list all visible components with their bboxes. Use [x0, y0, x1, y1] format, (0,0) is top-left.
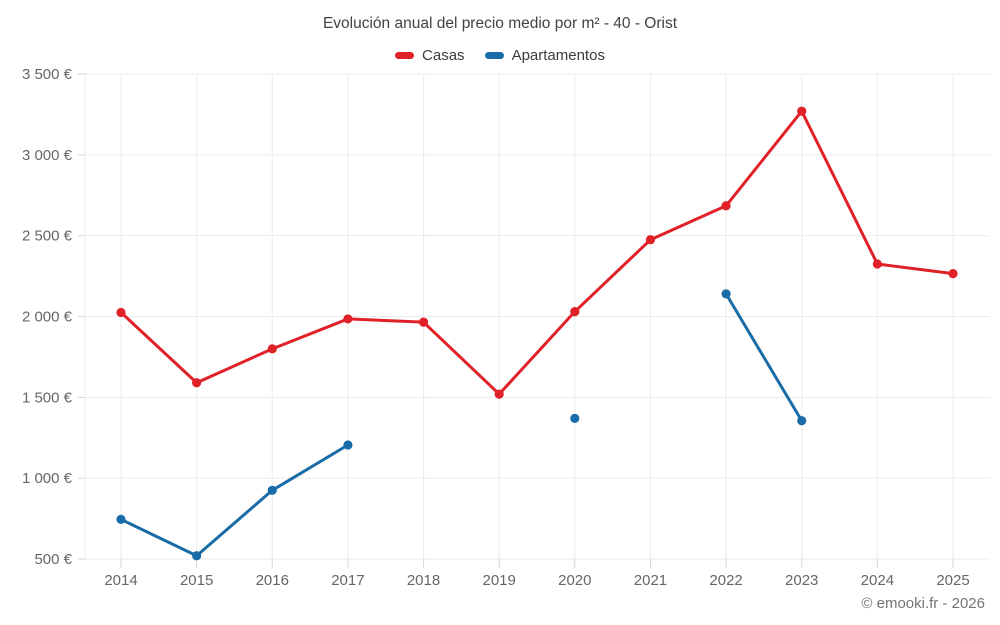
legend-label-apartamentos: Apartamentos: [511, 47, 605, 64]
x-axis-label: 2017: [331, 572, 364, 589]
data-point-casas-2014[interactable]: [116, 307, 126, 318]
x-axis-label: 2022: [709, 572, 742, 589]
y-axis-label: 1 500 €: [22, 389, 73, 406]
data-point-casas-2016[interactable]: [267, 344, 277, 354]
y-axis-label: 500 €: [34, 551, 72, 568]
data-point-apartamentos-2017[interactable]: [343, 440, 353, 450]
y-axis-label: 1 000 €: [22, 470, 73, 487]
data-point-apartamentos-2023[interactable]: [797, 416, 807, 426]
apartamentos-series-swatch-icon: [484, 52, 504, 59]
x-axis-label: 2018: [407, 572, 440, 589]
series-casas: [116, 106, 958, 399]
chart-legend: Casas Apartamentos: [0, 47, 1000, 64]
x-axis-label: 2025: [936, 572, 969, 589]
data-point-casas-2023[interactable]: [797, 106, 807, 116]
apartamentos-line: [724, 292, 804, 423]
legend-label-casas: Casas: [422, 47, 465, 64]
data-point-apartamentos-2016[interactable]: [267, 485, 277, 495]
y-axis-label: 3 500 €: [22, 66, 73, 83]
data-point-apartamentos-2020[interactable]: [570, 413, 580, 423]
x-axis-label: 2023: [785, 572, 818, 589]
attribution-text: © emooki.fr - 2026: [861, 595, 985, 612]
data-point-casas-2024[interactable]: [872, 259, 882, 269]
data-point-casas-2020[interactable]: [570, 307, 580, 317]
data-point-apartamentos-2015[interactable]: [192, 551, 202, 561]
chart-title: Evolución anual del precio medio por m² …: [322, 15, 678, 32]
x-axis-label: 2024: [861, 572, 894, 589]
y-axis-label: 2 500 €: [22, 228, 73, 245]
data-point-casas-2022[interactable]: [721, 201, 731, 211]
apartamentos-line: [119, 443, 350, 558]
x-axis-label: 2019: [482, 572, 515, 589]
data-point-casas-2017[interactable]: [343, 314, 353, 324]
data-point-apartamentos-2022[interactable]: [721, 289, 731, 299]
data-point-casas-2025[interactable]: [948, 269, 958, 279]
data-point-casas-2018[interactable]: [418, 317, 429, 327]
casas-line: [119, 109, 955, 396]
x-axis-label: 2015: [180, 572, 213, 589]
data-point-apartamentos-2014[interactable]: [116, 514, 126, 524]
y-axis-label: 2 000 €: [22, 309, 73, 326]
data-point-casas-2019[interactable]: [494, 389, 504, 399]
x-axis-label: 2021: [634, 572, 667, 589]
grid-lines: [78, 73, 990, 568]
y-axis-label: 3 000 €: [22, 147, 73, 164]
x-axis-label: 2016: [256, 572, 289, 589]
legend-item-casas[interactable]: Casas: [395, 47, 465, 64]
x-axis-label: 2014: [104, 572, 137, 589]
casas-series-swatch-icon: [395, 52, 415, 59]
legend-item-apartamentos[interactable]: Apartamentos: [484, 47, 605, 64]
data-point-casas-2015[interactable]: [192, 378, 202, 388]
series-apartamentos: [116, 289, 807, 561]
x-axis-label: 2020: [558, 572, 591, 589]
data-point-casas-2021[interactable]: [645, 235, 656, 245]
